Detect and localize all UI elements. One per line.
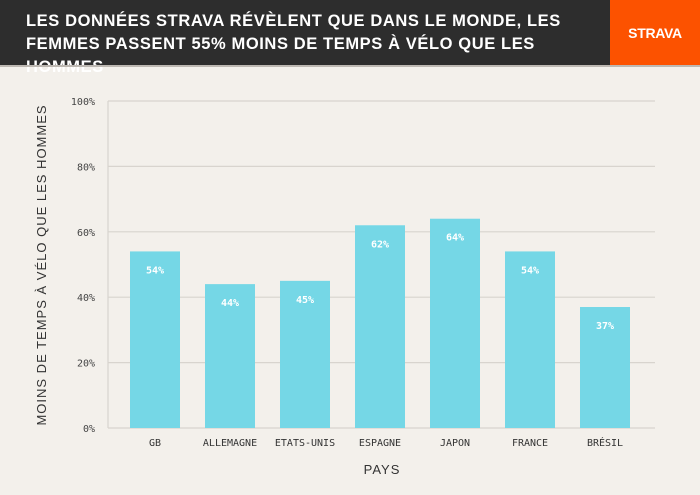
bar-value-label: 54% [521, 265, 539, 276]
x-axis-label: PAYS [364, 462, 401, 477]
x-tick-label: FRANCE [512, 438, 548, 449]
title-line-1: LES DONNÉES STRAVA RÉVÈLENT QUE DANS LE … [26, 12, 561, 30]
bar-value-label: 37% [596, 321, 614, 332]
strava-logo: STRAVA [610, 0, 700, 65]
x-tick-label: ETATS-UNIS [275, 438, 335, 449]
bar-value-label: 64% [446, 233, 464, 244]
x-tick-label: ESPAGNE [359, 438, 401, 449]
x-tick-label: GB [149, 438, 161, 449]
x-tick-label: ALLEMAGNE [203, 438, 257, 449]
bar [580, 307, 630, 428]
header-bar: LES DONNÉES STRAVA RÉVÈLENT QUE DANS LE … [0, 0, 610, 76]
y-tick-label: 100% [71, 97, 95, 108]
y-tick-label: 60% [77, 228, 95, 239]
logo-text: STRAVA [628, 24, 682, 41]
y-tick-label: 80% [77, 162, 95, 173]
bar [430, 218, 480, 428]
bar [355, 225, 405, 428]
bar [205, 284, 255, 428]
y-tick-label: 40% [77, 293, 95, 304]
bar [130, 251, 180, 428]
y-tick-label: 20% [77, 359, 95, 370]
y-axis-label: MOINS DE TEMPS À VÉLO QUE LES HOMMES [34, 104, 49, 425]
bar-value-label: 54% [146, 265, 164, 276]
bar-value-label: 44% [221, 298, 239, 309]
x-tick-label: JAPON [440, 438, 470, 449]
bar-value-label: 45% [296, 295, 314, 306]
bars: 54% GB 44% ALLEMAGNE 45% ETATS-UNIS 62% ESPAGNE… [130, 218, 630, 449]
gridlines: 0% 20% 40% 60% 80% 100% [71, 97, 655, 435]
header-divider [0, 65, 700, 67]
title-line-2: FEMMES PASSENT 55% MOINS DE TEMPS À VÉLO… [26, 35, 535, 76]
y-tick-label: 0% [83, 424, 95, 435]
bar [505, 251, 555, 428]
bar [280, 280, 330, 428]
bar-value-label: 62% [371, 239, 389, 250]
x-tick-label: BRÉSIL [587, 436, 623, 449]
chart-title: LES DONNÉES STRAVA RÉVÈLENT QUE DANS LE … [26, 10, 610, 79]
